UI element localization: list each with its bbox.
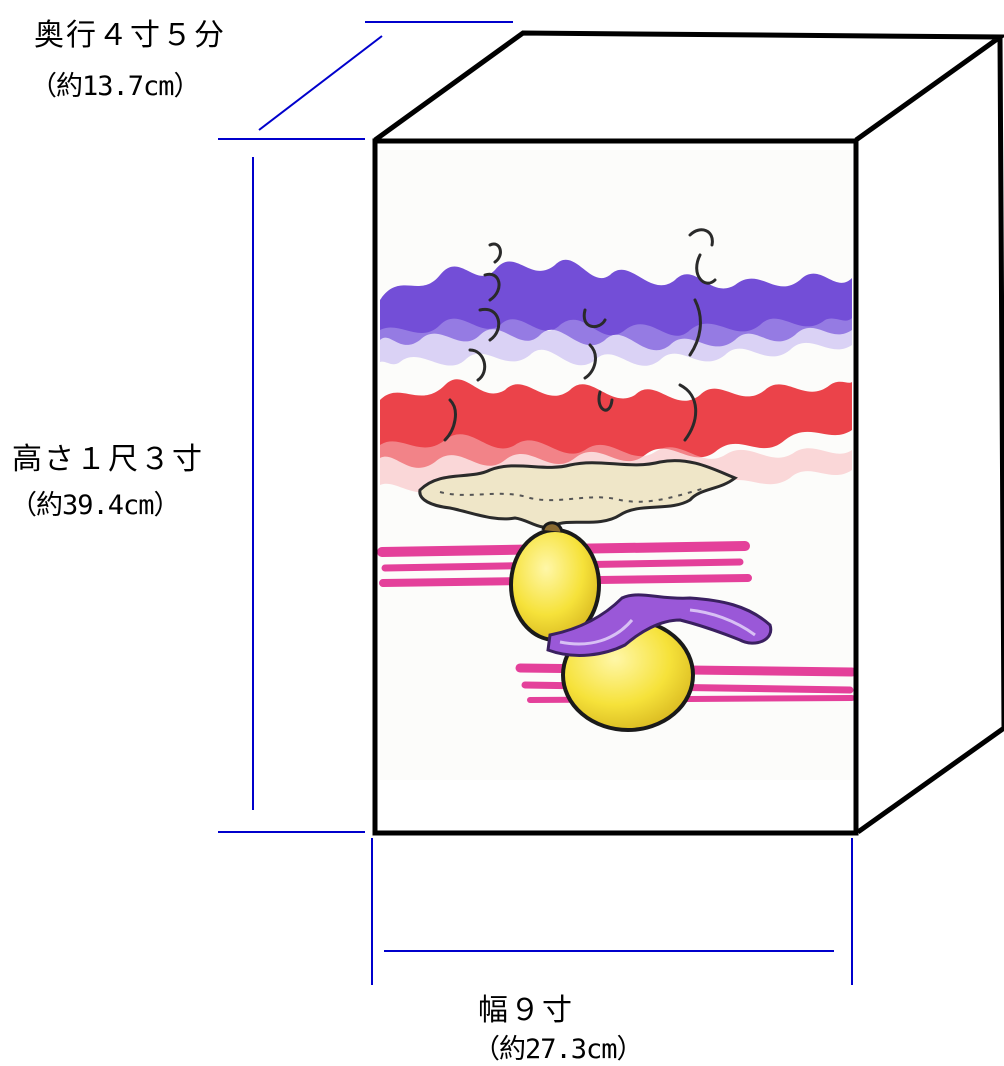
gourd-illustration	[509, 521, 773, 732]
box-front-face	[372, 138, 859, 836]
depth-title: 奥行４寸５分	[34, 18, 226, 53]
cloud-puff	[418, 459, 738, 529]
width-title: 幅９寸	[478, 993, 574, 1028]
box-outline	[373, 30, 1004, 835]
dimension-lines	[218, 21, 853, 985]
height-metric: （約39.4cm）	[10, 490, 181, 521]
depth-guide-diagonal	[258, 35, 383, 131]
box-side-face	[856, 36, 1004, 835]
height-title: 高さ１尺３寸	[12, 442, 204, 477]
karuta-card	[377, 143, 855, 833]
card-verse-calligraphy	[443, 228, 717, 442]
depth-metric: （約13.7cm）	[30, 71, 201, 102]
box-top-face	[373, 30, 1004, 143]
width-metric: （約27.3cm）	[473, 1034, 644, 1065]
red-wave-band	[380, 379, 852, 468]
